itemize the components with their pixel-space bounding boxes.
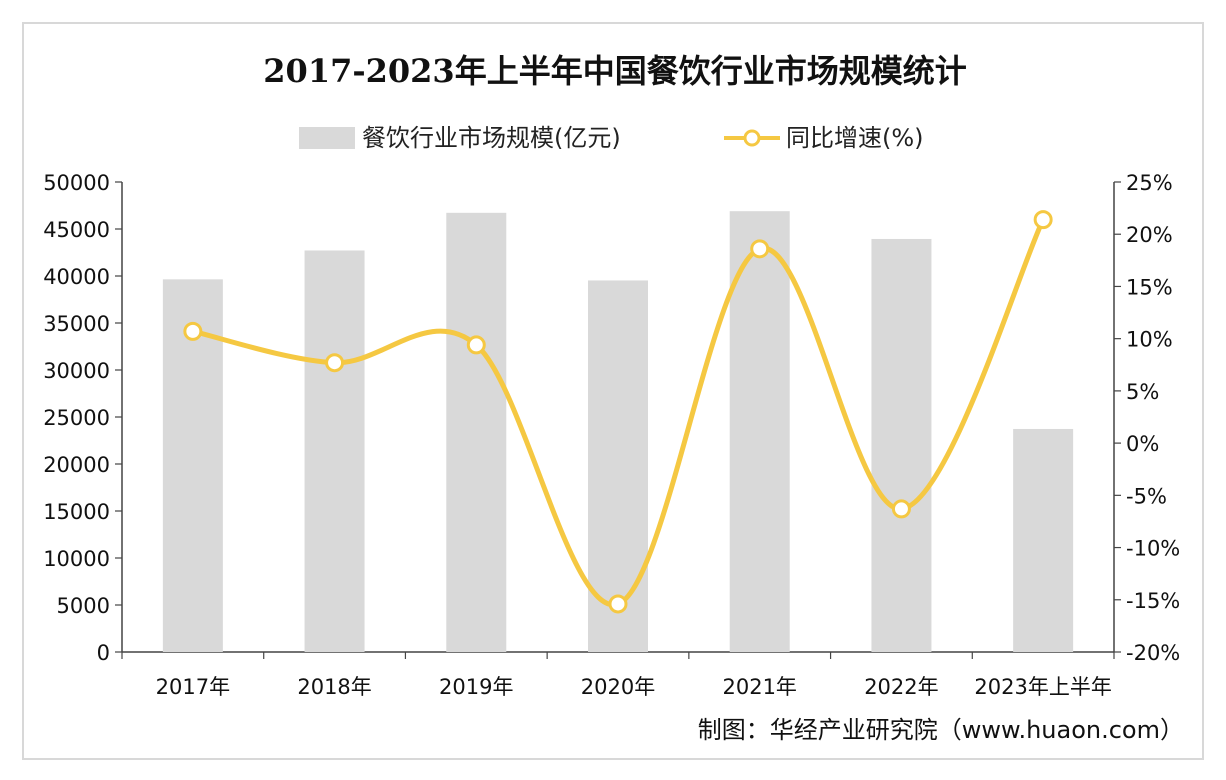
growth-point bbox=[608, 594, 628, 614]
chart-frame: 2017-2023年上半年中国餐饮行业市场规模统计 餐饮行业市场规模(亿元) 同… bbox=[22, 22, 1204, 760]
y-left-tick-label: 40000 bbox=[43, 265, 110, 289]
x-tick-label: 2023年上半年 bbox=[974, 675, 1111, 699]
y-right-tick-label: -20% bbox=[1126, 641, 1180, 665]
y-left-tick-label: 30000 bbox=[43, 359, 110, 383]
chart-title: 2017-2023年上半年中国餐饮行业市场规模统计 bbox=[263, 52, 966, 90]
source-credit: 制图：华经产业研究院（www.huaon.com） bbox=[698, 716, 1184, 744]
legend-bar-swatch bbox=[299, 127, 355, 149]
bar bbox=[446, 212, 507, 652]
x-tick-label: 2021年 bbox=[722, 675, 796, 699]
bar bbox=[729, 211, 790, 652]
y-right-tick-label: -5% bbox=[1126, 484, 1167, 508]
growth-point bbox=[891, 499, 911, 519]
bar bbox=[588, 280, 648, 652]
legend-line-label: 同比增速(%) bbox=[786, 124, 924, 152]
legend: 餐饮行业市场规模(亿元) 同比增速(%) bbox=[299, 124, 924, 152]
y-left-tick-label: 25000 bbox=[43, 406, 110, 430]
y-left-tick-label: 10000 bbox=[43, 547, 110, 571]
growth-point bbox=[750, 239, 770, 259]
y-left-tick-label: 0 bbox=[97, 641, 110, 665]
bar bbox=[304, 250, 365, 652]
x-tick-label: 2020年 bbox=[581, 675, 655, 699]
y-left-tick-label: 50000 bbox=[43, 171, 110, 195]
growth-point bbox=[183, 321, 203, 341]
growth-point bbox=[466, 335, 486, 355]
x-tick-label: 2018年 bbox=[297, 675, 371, 699]
y-right-tick-label: -10% bbox=[1126, 537, 1180, 561]
x-tick-label: 2022年 bbox=[864, 675, 938, 699]
growth-point bbox=[1033, 210, 1053, 230]
y-right-tick-label: 20% bbox=[1126, 223, 1173, 247]
y-right-tick-label: 25% bbox=[1126, 171, 1173, 195]
x-tick-label: 2017年 bbox=[156, 675, 230, 699]
x-tick-label: 2019年 bbox=[439, 675, 513, 699]
legend-bar-label: 餐饮行业市场规模(亿元) bbox=[362, 124, 621, 152]
y-right-tick-label: 0% bbox=[1126, 432, 1159, 456]
y-right-tick-label: 15% bbox=[1126, 275, 1173, 299]
growth-point bbox=[325, 353, 345, 373]
legend-line-marker bbox=[743, 129, 761, 147]
y-left-tick-label: 45000 bbox=[43, 218, 110, 242]
y-right-tick-label: 5% bbox=[1126, 380, 1159, 404]
bar bbox=[162, 279, 223, 652]
plot-area: 0 5000 10000 15000 20000 25000 30000 35000 40000… bbox=[43, 171, 1180, 699]
y-right-tick-label: -15% bbox=[1126, 589, 1180, 613]
y-right-tick-label: 10% bbox=[1126, 328, 1173, 352]
y-left-tick-label: 20000 bbox=[43, 453, 110, 477]
bar bbox=[871, 238, 932, 653]
bar bbox=[1013, 428, 1074, 652]
y-left-tick-label: 5000 bbox=[57, 594, 110, 618]
y-left-tick-label: 15000 bbox=[43, 500, 110, 524]
chart-svg: 2017-2023年上半年中国餐饮行业市场规模统计 餐饮行业市场规模(亿元) 同… bbox=[43, 52, 1184, 744]
y-left-tick-label: 35000 bbox=[43, 312, 110, 336]
